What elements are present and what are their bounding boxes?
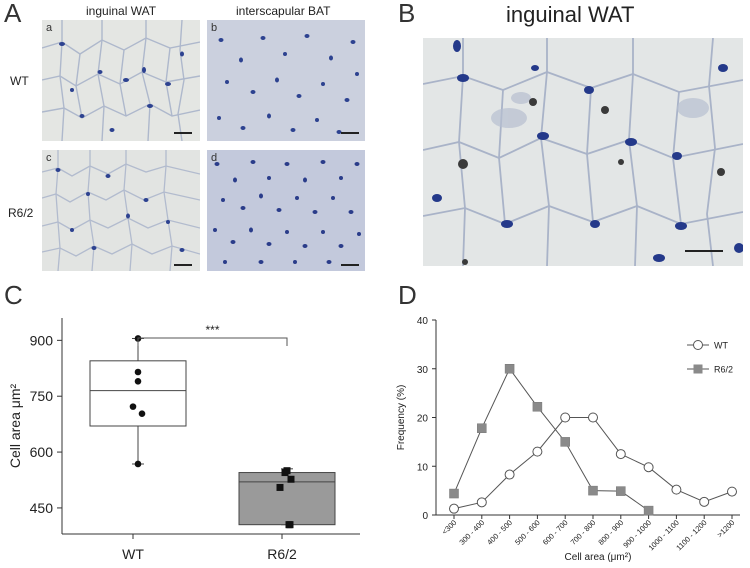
data-point-wt: [643, 462, 654, 473]
scale-bar: [341, 132, 359, 134]
data-point: [287, 475, 295, 483]
data-point-r62: [477, 423, 487, 433]
x-tick-label: 300 - 400: [457, 518, 486, 547]
data-point: [129, 403, 137, 410]
scale-bar: [341, 264, 359, 266]
wat-large-texture: [423, 38, 743, 266]
data-point-wt: [671, 484, 682, 495]
y-tick-label: 900: [30, 332, 54, 348]
data-point-r62: [560, 437, 570, 447]
panel-letter-d: D: [398, 280, 417, 310]
data-point: [286, 521, 294, 529]
data-point-r62: [643, 505, 654, 516]
y-tick-label: 40: [417, 316, 429, 327]
scale-bar: [685, 250, 723, 252]
row-label-wt: WT: [10, 74, 29, 88]
subpanel-letter-b: b: [211, 22, 218, 34]
data-point-wt: [532, 446, 543, 457]
data-point: [134, 368, 142, 376]
box-plot-cell-area: 450 600 750 900 Cell area μm² WT R6/2 ***: [7, 318, 360, 562]
subpanel-letter-a: a: [46, 22, 53, 34]
y-tick-label: 750: [30, 388, 54, 404]
significance-label: ***: [205, 323, 219, 337]
wat-wt-texture: [42, 20, 200, 141]
y-tick-label: 600: [30, 444, 54, 460]
y-tick-label: 30: [417, 365, 429, 376]
data-point: [138, 410, 146, 418]
col-header-inguinal-wat: inguinal WAT: [86, 4, 157, 18]
data-point-r62: [504, 364, 515, 374]
y-tick-label: 450: [30, 500, 54, 516]
x-tick-label: 700 - 800: [569, 518, 598, 547]
panel-letter-b: B: [398, 0, 416, 28]
scale-bar: [174, 264, 192, 266]
legend-marker-r62: [693, 364, 703, 374]
bat-wt-texture: [217, 34, 359, 134]
x-tick-label: 500 - 600: [513, 518, 542, 547]
y-axis-label: Frequency (%): [396, 385, 407, 451]
data-point-wt: [588, 412, 598, 423]
data-point-r62: [532, 402, 543, 412]
y-tick-label: 0: [422, 511, 428, 522]
row-label-r62: R6/2: [8, 206, 34, 220]
data-point-r62: [588, 485, 598, 496]
subpanel-letter-c: c: [46, 152, 52, 164]
data-point: [281, 469, 289, 477]
data-point-r62: [449, 488, 459, 499]
line-chart-frequency: 0 10 20 30 40 Frequency (%) <300 300 - 400 400 -…: [396, 316, 740, 563]
col-header-interscapular-bat: interscapular BAT: [236, 4, 331, 18]
data-point: [134, 460, 142, 468]
micrograph-wat-wt: a: [42, 20, 200, 141]
data-point-wt: [449, 503, 459, 514]
wat-r62-texture: [42, 150, 200, 271]
data-point-wt: [504, 469, 515, 480]
legend-label: R6/2: [714, 365, 733, 375]
subpanel-letter-d: d: [211, 152, 218, 164]
data-point-wt: [699, 496, 710, 507]
data-point-r62: [616, 486, 626, 496]
legend-label: WT: [714, 341, 728, 351]
micrograph-bat-r62: d: [207, 150, 365, 271]
scale-bar: [174, 132, 192, 134]
x-tick-label: >1200: [715, 518, 736, 539]
data-point-wt: [476, 497, 487, 508]
micrograph-inguinal-wat-large: [423, 38, 743, 266]
data-point: [134, 378, 142, 385]
data-point: [276, 483, 284, 491]
y-axis-label: Cell area μm²: [7, 384, 23, 469]
data-point-wt: [727, 486, 737, 497]
data-point-wt: [560, 412, 571, 423]
legend-marker-wt: [693, 340, 703, 350]
panel-letter-c: C: [4, 280, 23, 310]
micrograph-bat-wt: b: [207, 20, 365, 141]
box-r62: [238, 472, 336, 526]
y-tick-label: 20: [417, 414, 429, 425]
x-axis-label: Cell area (μm²): [565, 552, 632, 563]
panel-letter-a: A: [4, 0, 22, 28]
y-tick-label: 10: [417, 462, 429, 473]
x-tick-label: WT: [122, 546, 144, 562]
x-tick-label: 400 - 500: [485, 518, 514, 547]
x-tick-label: 600 - 700: [541, 518, 570, 547]
bat-r62-texture: [213, 160, 361, 264]
data-point-wt: [615, 449, 626, 460]
micrograph-wat-r62: c: [42, 150, 200, 271]
x-tick-label: <300: [440, 518, 458, 536]
x-tick-label: R6/2: [267, 546, 297, 562]
panel-b-title: inguinal WAT: [506, 2, 635, 27]
significance-bracket: [137, 337, 288, 346]
